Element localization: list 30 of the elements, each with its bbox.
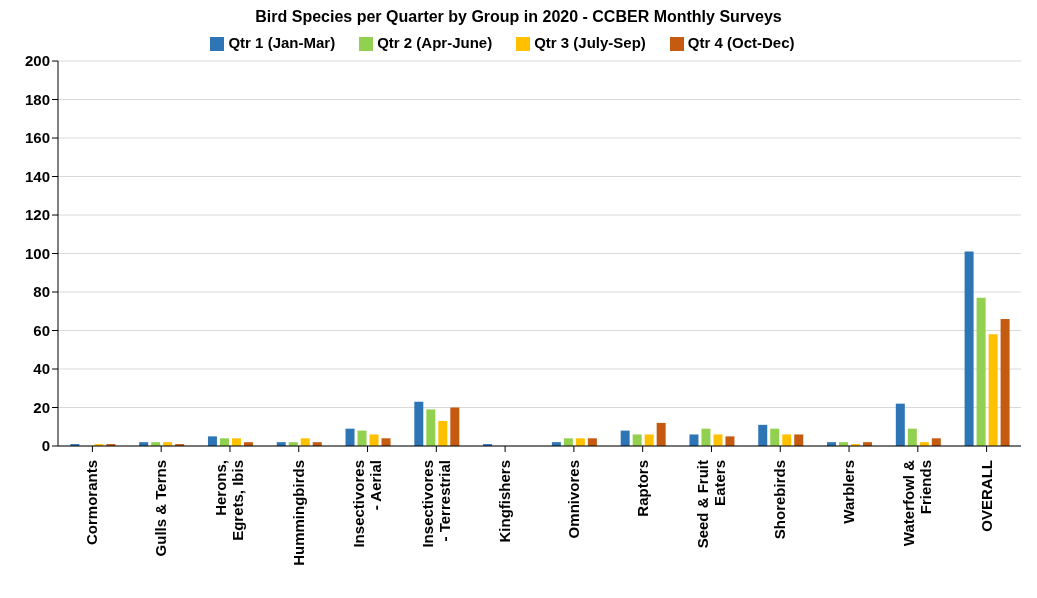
x-tick-label: Seed & Fruit Eaters	[693, 460, 728, 549]
y-tick-label: 100	[24, 244, 50, 262]
y-tick-label: 120	[24, 206, 50, 224]
x-tick-label: Hummingbirds	[289, 460, 307, 566]
legend-label: Qtr 4 (Oct-Dec)	[687, 34, 795, 51]
x-tick-label: Insectivores - Terrestrial	[418, 460, 453, 548]
y-tick-label: 0	[41, 437, 50, 455]
y-tick-label: 180	[24, 90, 50, 108]
y-tick-label: 80	[33, 283, 50, 301]
y-tick-label: 140	[24, 167, 50, 185]
x-tick-label: Cormorants	[83, 460, 101, 546]
chart-title: Bird Species per Quarter by Group in 2020 - CCBER Monthly Surveys	[254, 8, 783, 27]
x-tick-label: Insectivores - Aerial	[350, 460, 385, 548]
x-tick-label: Shorebirds	[771, 460, 789, 540]
x-tick-label: Gulls & Terns	[152, 460, 170, 557]
x-tick-label: Omnivores	[564, 460, 582, 539]
y-tick-label: 20	[33, 398, 50, 416]
x-tick-label: OVERALL	[977, 460, 995, 532]
x-tick-label: Herons, Egrets, Ibis	[212, 460, 247, 541]
y-tick-label: 160	[24, 129, 50, 147]
legend-label: Qtr 1 (Jan-Mar)	[228, 34, 336, 51]
legend-label: Qtr 3 (July-Sep)	[534, 34, 646, 51]
y-tick-label: 200	[24, 52, 50, 70]
x-tick-label: Warblers	[840, 460, 858, 524]
x-tick-label: Kingfishers	[496, 460, 514, 543]
x-tick-label: Raptors	[633, 460, 651, 517]
x-tick-label: Waterfowl & Friends	[900, 459, 935, 547]
y-tick-label: 40	[33, 360, 50, 378]
y-tick-label: 60	[33, 321, 50, 339]
legend-label: Qtr 2 (Apr-June)	[377, 34, 493, 51]
